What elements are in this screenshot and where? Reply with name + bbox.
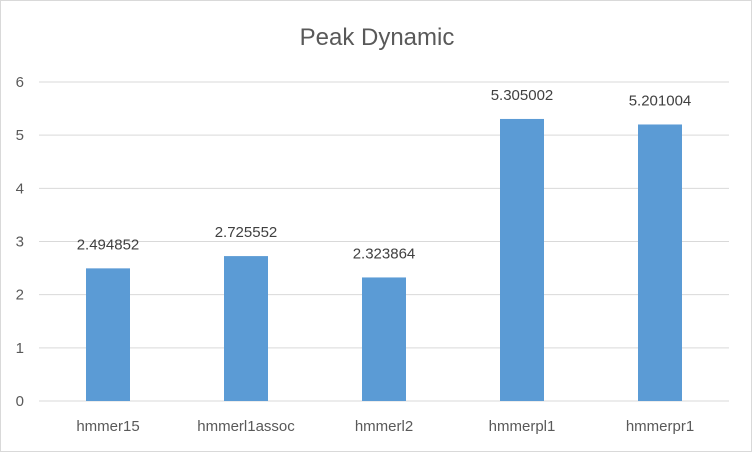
y-tick-label: 3 bbox=[16, 234, 24, 251]
data-label: 2.494852 bbox=[77, 236, 140, 253]
x-tick-label: hmmerl1assoc bbox=[197, 418, 295, 435]
data-label: 2.323864 bbox=[353, 245, 416, 262]
bars bbox=[86, 118, 682, 402]
data-label: 2.725552 bbox=[215, 224, 278, 241]
bar-hmmerl2 bbox=[362, 277, 406, 401]
x-axis-ticks: hmmer15 hmmerl1assoc hmmerl2 hmmerpl1 hmmerp… bbox=[76, 418, 694, 435]
x-tick-label: hmmerpr1 bbox=[626, 418, 694, 435]
data-label: 5.305002 bbox=[491, 87, 554, 104]
bar-hmmerpr1 bbox=[638, 124, 682, 402]
x-tick-label: hmmer15 bbox=[76, 418, 139, 435]
y-tick-label: 6 bbox=[16, 74, 24, 91]
bar-hmmer15 bbox=[86, 268, 130, 401]
y-axis-ticks: 0 1 2 3 4 5 6 bbox=[16, 74, 24, 410]
y-tick-label: 5 bbox=[16, 127, 24, 144]
chart-title: Peak Dynamic bbox=[300, 24, 455, 51]
y-tick-label: 1 bbox=[16, 340, 24, 357]
x-tick-label: hmmerl2 bbox=[355, 418, 413, 435]
y-tick-label: 0 bbox=[16, 393, 24, 410]
data-labels: 2.494852 2.725552 2.323864 5.305002 5.201004 bbox=[77, 87, 692, 262]
y-tick-label: 2 bbox=[16, 287, 24, 304]
data-label: 5.201004 bbox=[629, 92, 692, 109]
bar-hmmerl1assoc bbox=[224, 256, 268, 401]
y-tick-label: 4 bbox=[16, 180, 24, 197]
bar-hmmerpl1 bbox=[500, 118, 544, 401]
x-tick-label: hmmerpl1 bbox=[489, 418, 556, 435]
